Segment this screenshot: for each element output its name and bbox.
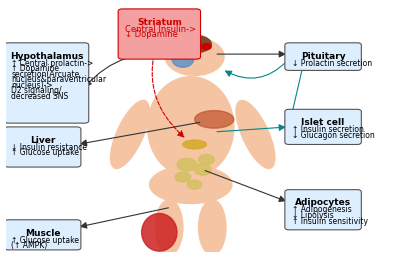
FancyBboxPatch shape	[4, 43, 89, 123]
Ellipse shape	[156, 200, 183, 254]
Text: ↓ Lipolysis: ↓ Lipolysis	[292, 211, 334, 220]
Text: ↓ Insulin resistance: ↓ Insulin resistance	[12, 143, 88, 152]
Ellipse shape	[236, 100, 275, 168]
Text: Striatum: Striatum	[137, 18, 182, 27]
Text: (↑ AMPK): (↑ AMPK)	[12, 241, 48, 250]
Ellipse shape	[178, 35, 211, 53]
Text: ↑ Adipogenesis: ↑ Adipogenesis	[292, 205, 352, 214]
Text: ↑ Insulin secretion: ↑ Insulin secretion	[292, 125, 364, 134]
FancyBboxPatch shape	[4, 127, 81, 167]
Ellipse shape	[195, 110, 234, 128]
FancyBboxPatch shape	[285, 109, 361, 145]
Text: Adipocytes: Adipocytes	[295, 198, 351, 208]
Text: Islet cell: Islet cell	[302, 118, 345, 127]
FancyBboxPatch shape	[285, 43, 361, 70]
FancyBboxPatch shape	[4, 220, 81, 250]
Text: ↑ Glucose uptake: ↑ Glucose uptake	[12, 148, 80, 157]
Circle shape	[175, 172, 191, 182]
Circle shape	[188, 180, 202, 189]
Text: Central Insulin->: Central Insulin->	[125, 25, 196, 34]
Circle shape	[194, 164, 211, 175]
Circle shape	[198, 154, 214, 165]
Text: ↑ Insulin sensitivity: ↑ Insulin sensitivity	[292, 216, 368, 226]
Text: ↑ Central prolactin->: ↑ Central prolactin->	[12, 59, 94, 68]
Ellipse shape	[198, 200, 226, 254]
Ellipse shape	[110, 100, 149, 168]
Ellipse shape	[148, 77, 234, 177]
Circle shape	[202, 43, 211, 50]
Ellipse shape	[150, 166, 232, 203]
Circle shape	[177, 158, 197, 171]
FancyBboxPatch shape	[285, 190, 361, 230]
Text: ↓ Prolactin secretion: ↓ Prolactin secretion	[292, 59, 372, 68]
Text: ↑ Dopamine: ↑ Dopamine	[12, 64, 60, 73]
Ellipse shape	[142, 214, 177, 251]
Text: decreased SNS: decreased SNS	[12, 92, 69, 101]
Text: Liver: Liver	[30, 136, 55, 145]
Ellipse shape	[183, 140, 206, 149]
Circle shape	[165, 38, 224, 75]
Text: Muscle: Muscle	[25, 229, 60, 237]
Text: secretion(Arcuate: secretion(Arcuate	[12, 70, 80, 79]
Ellipse shape	[172, 51, 194, 67]
Text: ↓ Dopamine: ↓ Dopamine	[125, 30, 178, 39]
Text: Hypothalamus: Hypothalamus	[10, 52, 83, 61]
Text: nucleus)->: nucleus)->	[12, 81, 53, 90]
Text: nucleus&paraventricular: nucleus&paraventricular	[12, 75, 106, 84]
Text: Pituitary: Pituitary	[301, 52, 346, 61]
Text: ↑ Glucose uptake: ↑ Glucose uptake	[12, 236, 80, 245]
Ellipse shape	[180, 55, 209, 73]
Text: ↓ Glucagon secretion: ↓ Glucagon secretion	[292, 131, 375, 140]
FancyBboxPatch shape	[118, 9, 200, 59]
Text: D2 signaling/: D2 signaling/	[12, 86, 62, 95]
